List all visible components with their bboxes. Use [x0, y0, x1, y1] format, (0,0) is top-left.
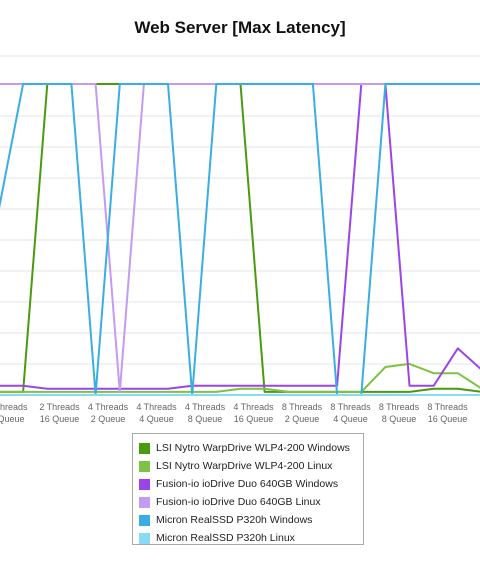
x-tick-label-line1-8: 8 Threads	[379, 402, 420, 412]
x-tick-label-line1-0: Threads	[0, 402, 28, 412]
legend-label-4: Micron RealSSD P320h Windows	[156, 514, 313, 526]
series-line-0	[0, 83, 480, 393]
legend-swatch-0	[139, 442, 150, 454]
x-tick-label-line1-2: 4 Threads	[88, 402, 129, 412]
x-tick-label-line2-6: 2 Queue	[285, 414, 320, 424]
legend-swatch-5	[139, 532, 150, 544]
legend: LSI Nytro WarpDrive WLP4-200 Windows LSI …	[132, 433, 364, 545]
x-axis-ticks: Threads Queue 2 Threads 16 Queue 4 Threads 2 …	[0, 402, 468, 424]
legend-item-3: Fusion-io ioDrive Duo 640GB Linux	[139, 493, 357, 511]
x-tick-label-line2-4: 8 Queue	[188, 414, 223, 424]
x-tick-label-line2-2: 2 Queue	[91, 414, 126, 424]
series-line-2	[0, 83, 480, 390]
legend-swatch-3	[139, 496, 150, 508]
series-line-1	[0, 362, 480, 393]
legend-item-2: Fusion-io ioDrive Duo 640GB Windows	[139, 475, 357, 493]
x-tick-label-line2-0: Queue	[0, 414, 25, 424]
series-lines	[0, 83, 480, 396]
legend-swatch-2	[139, 478, 150, 490]
legend-label-5: Micron RealSSD P320h Linux	[156, 532, 295, 544]
legend-item-1: LSI Nytro WarpDrive WLP4-200 Linux	[139, 457, 357, 475]
x-tick-label-line2-9: 16 Queue	[428, 414, 468, 424]
x-tick-label-line1-6: 8 Threads	[282, 402, 323, 412]
x-tick-label-line2-3: 4 Queue	[139, 414, 174, 424]
x-tick-label-line1-1: 2 Threads	[39, 402, 80, 412]
legend-label-1: LSI Nytro WarpDrive WLP4-200 Linux	[156, 460, 333, 472]
x-tick-label-line1-9: 8 Threads	[427, 402, 468, 412]
legend-swatch-1	[139, 460, 150, 472]
x-tick-label-line2-7: 4 Queue	[333, 414, 368, 424]
x-tick-label-line1-4: 4 Threads	[185, 402, 226, 412]
x-tick-label-line2-8: 8 Queue	[382, 414, 417, 424]
legend-label-2: Fusion-io ioDrive Duo 640GB Windows	[156, 478, 339, 490]
grid-lines	[0, 55, 480, 396]
legend-item-4: Micron RealSSD P320h Windows	[139, 511, 357, 529]
x-tick-label-line2-1: 16 Queue	[40, 414, 80, 424]
legend-swatch-4	[139, 514, 150, 526]
legend-label-0: LSI Nytro WarpDrive WLP4-200 Windows	[156, 442, 350, 454]
x-tick-label-line2-5: 16 Queue	[234, 414, 274, 424]
x-tick-label-line1-7: 8 Threads	[330, 402, 371, 412]
legend-item-5: Micron RealSSD P320h Linux	[139, 529, 357, 547]
series-line-3	[0, 83, 480, 393]
line-chart: Threads Queue 2 Threads 16 Queue 4 Threads 2 …	[0, 55, 480, 424]
legend-label-3: Fusion-io ioDrive Duo 640GB Linux	[156, 496, 321, 508]
legend-item-0: LSI Nytro WarpDrive WLP4-200 Windows	[139, 439, 357, 457]
chart-title: Web Server [Max Latency]	[134, 18, 346, 37]
x-tick-label-line1-5: 4 Threads	[233, 402, 274, 412]
series-line-4	[0, 83, 480, 396]
x-tick-label-line1-3: 4 Threads	[136, 402, 177, 412]
